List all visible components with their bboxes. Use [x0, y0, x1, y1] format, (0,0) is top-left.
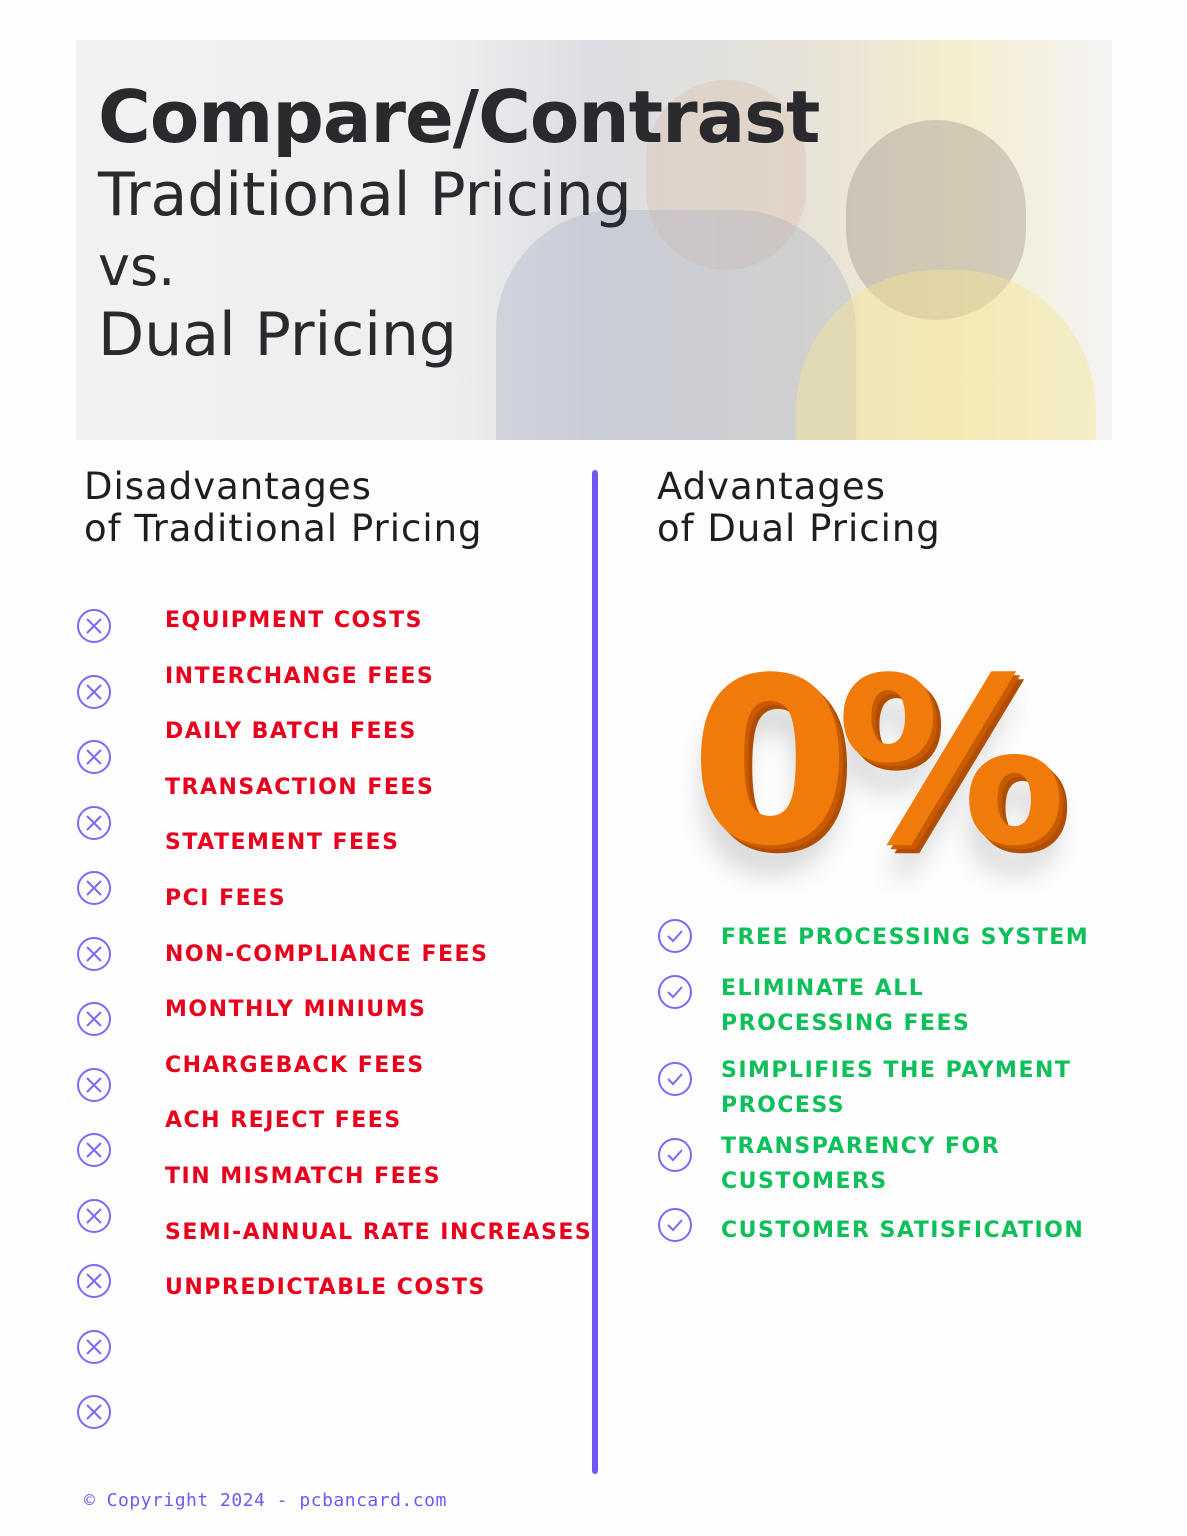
disadvantage-item: STATEMENT FEES: [165, 830, 400, 856]
x-circle-icon: [77, 1133, 111, 1167]
advantage-item: CUSTOMER SATISFICATION: [721, 1213, 1084, 1248]
advantage-item: SIMPLIFIES THE PAYMENT PROCESS: [721, 1053, 1071, 1123]
disadvantage-item: INTERCHANGE FEES: [165, 663, 435, 689]
disadvantage-item: DAILY BATCH FEES: [165, 719, 417, 745]
title-vs: vs.: [98, 235, 176, 298]
zero-percent-graphic: 0%: [690, 630, 1067, 897]
advantages-heading: Advantages of Dual Pricing: [657, 465, 941, 550]
copyright-footer: © Copyright 2024 - pcbancard.com: [84, 1490, 447, 1511]
column-divider: [592, 470, 598, 1474]
advantage-item: FREE PROCESSING SYSTEM: [721, 920, 1089, 955]
x-circle-icon: [77, 936, 111, 971]
advantage-line: PROCESS: [721, 1093, 846, 1118]
disadvantage-item: UNPREDICTABLE COSTS: [165, 1275, 486, 1301]
photo-person-man: [646, 80, 806, 270]
disadvantage-item: ACH REJECT FEES: [165, 1108, 402, 1134]
title-traditional: Traditional Pricing: [98, 160, 632, 230]
advantage-item: ELIMINATE ALL PROCESSING FEES: [721, 971, 970, 1041]
check-circle-icon: [658, 975, 692, 1009]
disadvantage-item: SEMI-ANNUAL RATE INCREASES: [165, 1219, 593, 1245]
photo-shirt-plaid: [496, 210, 856, 440]
check-circle-icon: [658, 919, 692, 953]
photo-person-woman: [846, 120, 1026, 320]
advantage-item: TRANSPARENCY FOR CUSTOMERS: [721, 1129, 1000, 1199]
advantage-line: PROCESSING FEES: [721, 1011, 971, 1036]
x-circle-icon: [77, 740, 111, 774]
check-circle-icon: [658, 1138, 692, 1172]
disadvantage-item: CHARGEBACK FEES: [165, 1052, 425, 1078]
x-circle-icon: [77, 674, 111, 709]
x-circle-icon: [77, 1002, 111, 1036]
x-circle-icon: [77, 1329, 111, 1364]
x-circle-icon: [77, 1264, 111, 1298]
x-circle-icon: [77, 805, 111, 840]
disadvantage-item: TRANSACTION FEES: [165, 774, 435, 800]
title-dual: Dual Pricing: [98, 300, 457, 370]
x-circle-icon: [77, 1198, 111, 1233]
advantage-line: TRANSPARENCY FOR: [721, 1134, 1001, 1159]
advantage-line: ELIMINATE ALL: [721, 976, 925, 1001]
disadvantages-heading: Disadvantages of Traditional Pricing: [84, 465, 483, 550]
advantage-line: CUSTOMERS: [721, 1169, 888, 1194]
disadvantage-item: EQUIPMENT COSTS: [165, 608, 423, 633]
disadvantage-item: TIN MISMATCH FEES: [165, 1164, 442, 1189]
advantage-line: SIMPLIFIES THE PAYMENT: [721, 1058, 1072, 1083]
x-circle-icon: [77, 1067, 111, 1102]
x-circle-icon: [77, 871, 111, 905]
check-circle-icon: [658, 1062, 692, 1096]
page-title: Compare/Contrast: [98, 75, 820, 159]
disadvantage-item: NON-COMPLIANCE FEES: [165, 941, 489, 967]
disadvantage-item: MONTHLY MINIUMS: [165, 997, 427, 1023]
check-circle-icon: [658, 1208, 692, 1242]
x-circle-icon: [77, 1395, 111, 1429]
disadvantage-item: PCI FEES: [165, 886, 287, 911]
hero-photo: [76, 40, 1112, 440]
x-circle-icon: [77, 609, 111, 643]
advantage-line: CUSTOMER SATISFICATION: [721, 1218, 1085, 1243]
advantage-line: FREE PROCESSING SYSTEM: [721, 925, 1090, 950]
